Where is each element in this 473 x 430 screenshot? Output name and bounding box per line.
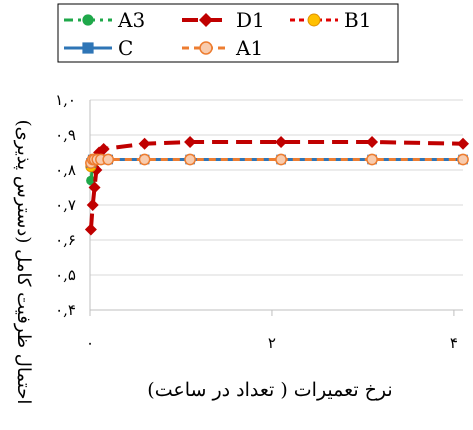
x-tick-label: ۰ xyxy=(86,334,94,352)
data-point xyxy=(86,199,99,211)
x-axis-ticks: ۰ ۲ ۴ xyxy=(86,310,458,352)
y-axis-ticks: ۰,۴ ۰,۵ ۰,۶ ۰,۷ ۰,۸ ۰,۹ ۱,۰ xyxy=(55,91,76,319)
data-point xyxy=(88,181,101,194)
series-a1 xyxy=(85,153,469,169)
legend-item-a1: A1 xyxy=(182,36,263,60)
data-point xyxy=(138,153,151,166)
data-point xyxy=(457,153,469,166)
gridlines xyxy=(89,99,463,311)
y-tick-label: ۰,۹ xyxy=(55,126,76,144)
y-tick-label: ۰,۸ xyxy=(55,161,76,179)
legend-frame xyxy=(57,3,399,63)
series-d1 xyxy=(84,136,469,236)
legend-marker xyxy=(199,13,213,27)
legend-label: C xyxy=(118,36,133,60)
data-point xyxy=(138,137,151,150)
data-point xyxy=(184,136,197,148)
data-point xyxy=(97,143,110,155)
y-tick-label: ۱,۰ xyxy=(55,91,76,109)
y-axis-title: احتمال ظرفیت کامل (دسترس پذیری) xyxy=(13,120,34,405)
legend-marker xyxy=(82,14,94,26)
data-point xyxy=(275,136,288,148)
data-point xyxy=(457,137,469,150)
legend-item-a3: A3 xyxy=(64,8,145,32)
legend-label: D1 xyxy=(236,8,265,32)
x-tick-label: ۲ xyxy=(268,334,276,352)
y-tick-label: ۰,۶ xyxy=(55,231,76,249)
legend-label: A1 xyxy=(235,36,263,60)
legend-label: A3 xyxy=(117,8,145,32)
plot-area xyxy=(84,136,469,236)
y-tick-label: ۰,۵ xyxy=(55,266,76,284)
legend-item-c: C xyxy=(64,36,133,60)
legend-label: B1 xyxy=(344,8,371,32)
data-point xyxy=(102,153,115,166)
legend: A3 D1 B1 C A1 xyxy=(57,3,399,63)
y-tick-label: ۰,۴ xyxy=(55,301,76,319)
data-point xyxy=(366,136,379,148)
legend-marker xyxy=(199,41,213,55)
data-point xyxy=(366,153,378,166)
data-point xyxy=(275,153,287,166)
legend-marker xyxy=(82,42,94,54)
data-point xyxy=(84,223,97,236)
x-axis-title: نرخ تعمیرات ( تعداد در ساعت) xyxy=(147,379,392,401)
data-point xyxy=(184,153,196,166)
legend-item-b1: B1 xyxy=(290,8,371,32)
y-tick-label: ۰,۷ xyxy=(55,196,76,214)
legend-item-d1: D1 xyxy=(182,8,265,32)
legend-marker xyxy=(307,13,321,27)
x-tick-label: ۴ xyxy=(450,334,458,352)
